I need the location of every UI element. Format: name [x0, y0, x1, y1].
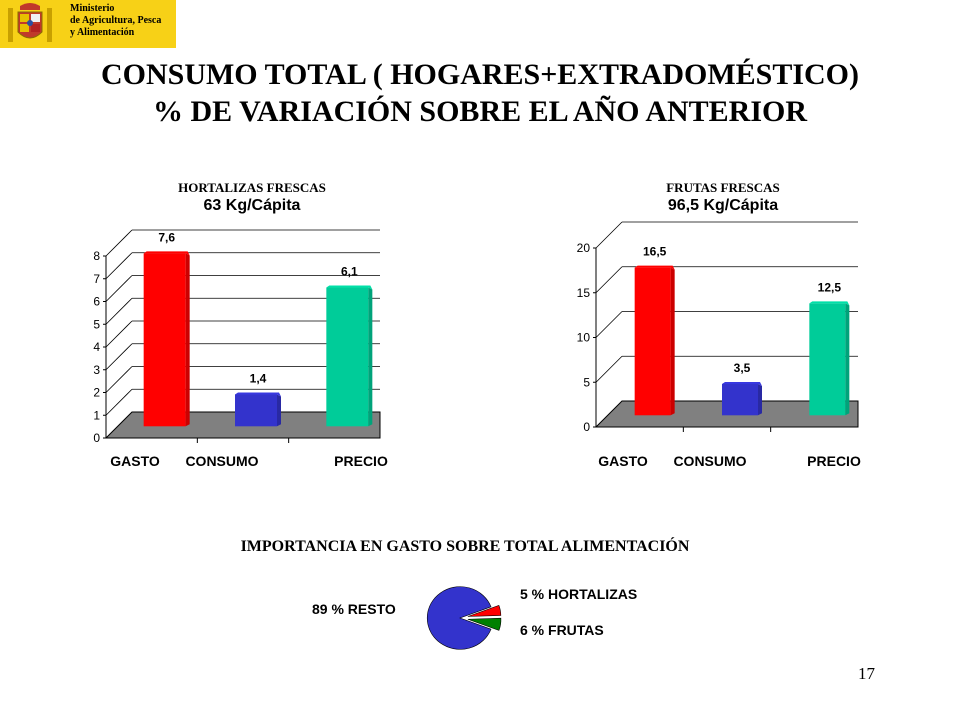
grid-connector-2 — [595, 311, 623, 338]
grid-connector-5 — [105, 297, 133, 325]
bar-2-value-label: 12,5 — [818, 280, 842, 294]
y-tick-label-5: 5 — [93, 317, 100, 331]
page-title-line-1: CONSUMO TOTAL ( HOGARES+EXTRADOMÉSTICO) — [100, 58, 860, 91]
y-tick-label-6: 6 — [93, 295, 100, 309]
bar-2-value-label: 6,1 — [341, 265, 358, 279]
x-tick-label-2: PRECIO — [334, 453, 388, 469]
logo-line-1: Ministerio — [70, 3, 115, 14]
bar-0-side — [185, 253, 190, 427]
y-tick-label-2: 10 — [577, 331, 591, 345]
pie-chart-title: IMPORTANCIA EN GASTO SOBRE TOTAL ALIMENT… — [240, 538, 690, 555]
y-tick-label-1: 1 — [93, 408, 100, 422]
chart-hortalizas-subtitle: 63 Kg/Cápita — [203, 197, 301, 214]
ministry-logo: Ministerio de Agricultura, Pesca y Alime… — [0, 0, 176, 48]
bar-1-side — [758, 383, 762, 416]
bar-1-front — [235, 394, 277, 427]
chart-frutas-title: FRUTAS FRESCAS — [666, 180, 780, 195]
y-tick-label-4: 20 — [577, 241, 591, 255]
page-number: 17 — [858, 664, 875, 683]
bar-1-front — [722, 383, 758, 416]
bar-2-front — [809, 303, 846, 416]
bar-precio — [326, 285, 373, 427]
grid-connector-3 — [595, 266, 623, 294]
x-tick-label-1: CONSUMO — [185, 453, 258, 469]
y-tick-label-2: 2 — [93, 386, 100, 400]
y-tick-label-0: 0 — [93, 431, 100, 445]
pie-slice-1 — [467, 604, 502, 617]
grid-connector-4 — [595, 221, 623, 249]
bar-0-top — [143, 251, 190, 256]
grid-connector-3 — [105, 343, 133, 371]
bar-2-front — [326, 287, 369, 427]
x-tick-label-1: CONSUMO — [673, 453, 746, 469]
bar-chart-1: 0 5 10 15 20 16,5 GASTO 3,5 CONSUMO 12,5 PRECIO — [577, 221, 861, 469]
y-tick-label-3: 15 — [577, 286, 591, 300]
bar-gasto — [143, 251, 190, 427]
pie-label-resto: 89 % RESTO — [312, 601, 396, 617]
pie-label-hortalizas: 5 % HORTALIZAS — [520, 586, 638, 602]
bar-0-front — [143, 253, 186, 427]
bar-1-value-label: 1,4 — [250, 371, 267, 385]
chart-hortalizas-header: HORTALIZAS FRESCAS 63 Kg/Cápita — [102, 180, 402, 215]
bar-consumo — [722, 381, 762, 416]
chart-frutas-header: FRUTAS FRESCAS 96,5 Kg/Cápita — [573, 180, 873, 215]
grid-connector-8 — [105, 229, 133, 257]
pie-slice-0 — [427, 586, 492, 650]
bar-consumo — [235, 392, 281, 427]
bar-0-value-label: 16,5 — [643, 245, 667, 259]
bar-2-top — [326, 285, 373, 290]
bar-2-side — [368, 287, 373, 427]
x-tick-label-2: PRECIO — [807, 453, 861, 469]
grid-connector-4 — [105, 320, 133, 348]
grid-connector-6 — [105, 275, 133, 302]
pie-slice-2 — [467, 617, 502, 631]
y-tick-label-3: 3 — [93, 363, 100, 377]
chart-frutas-subtitle: 96,5 Kg/Cápita — [667, 197, 779, 214]
grid-connector-2 — [105, 366, 133, 393]
pie-chart — [427, 586, 502, 650]
grid-connector-1 — [595, 355, 623, 383]
logo-line-2: de Agricultura, Pesca — [70, 15, 162, 26]
y-tick-label-4: 4 — [93, 340, 100, 354]
bar-0-top — [634, 265, 675, 270]
grid-connector-1 — [105, 388, 133, 416]
logo-line-3: y Alimentación — [70, 27, 135, 38]
y-tick-label-8: 8 — [93, 249, 100, 263]
ministry-name: Ministerio de Agricultura, Pesca y Alime… — [70, 3, 161, 39]
coat-of-arms-icon — [0, 0, 60, 48]
y-tick-label-1: 5 — [583, 375, 590, 389]
y-tick-label-0: 0 — [583, 420, 590, 434]
bar-chart-0: 0 1 2 3 4 5 6 7 8 7,6 GASTO 1,4 CONSUMO 6,1 PRECIO — [93, 229, 388, 469]
x-tick-label-0: GASTO — [110, 453, 160, 469]
bar-2-top — [809, 301, 850, 306]
grid-connector-7 — [105, 252, 133, 280]
bar-precio — [809, 301, 850, 416]
bar-0-front — [634, 267, 671, 416]
y-tick-label-7: 7 — [93, 272, 100, 286]
bar-1-top — [722, 381, 762, 386]
bar-gasto — [634, 265, 675, 416]
pie-label-frutas: 6 % FRUTAS — [520, 622, 604, 638]
page-title-line-2: % DE VARIACIÓN SOBRE EL AÑO ANTERIOR — [152, 95, 808, 128]
x-tick-label-0: GASTO — [598, 453, 648, 469]
chart-hortalizas-title: HORTALIZAS FRESCAS — [178, 180, 326, 195]
bar-0-value-label: 7,6 — [158, 230, 175, 244]
bar-1-side — [277, 394, 281, 427]
bar-2-side — [845, 303, 850, 416]
bar-0-side — [670, 267, 675, 416]
bar-1-top — [235, 392, 281, 397]
bar-1-value-label: 3,5 — [734, 361, 751, 375]
